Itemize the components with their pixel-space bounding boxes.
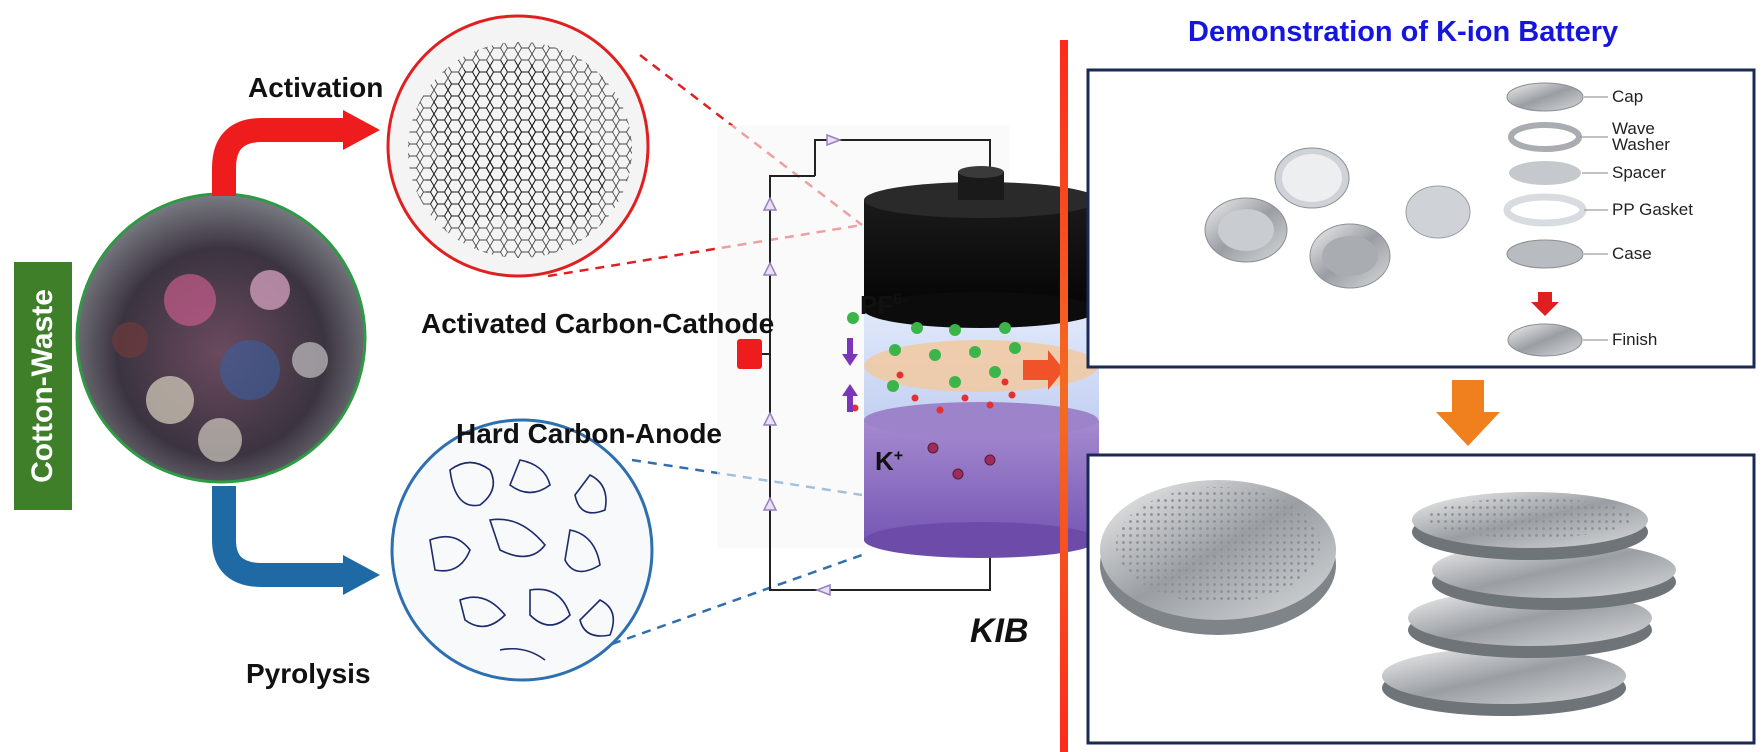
cotton-waste-badge: Cotton-Waste (14, 262, 72, 510)
cotton-waste-label: Cotton-Waste (26, 289, 59, 483)
k-ion-label: K+ (875, 446, 904, 476)
down-arrow (1436, 380, 1500, 446)
part-pp-gasket-label: PP Gasket (1612, 200, 1693, 219)
kib-label: KIB (970, 612, 1029, 650)
part-finish-label: Finish (1612, 330, 1658, 349)
demo-link-arrow (1023, 350, 1064, 390)
coin-cell-photo-panel (1086, 453, 1756, 745)
cathode-micrograph (386, 14, 650, 278)
activation-arrow (212, 110, 380, 196)
part-case-label: Case (1612, 244, 1652, 263)
activation-label: Activation (248, 72, 384, 103)
divider-line (1060, 40, 1068, 752)
part-cap-label: Cap (1612, 87, 1644, 106)
anode-label: Hard Carbon-Anode (456, 418, 722, 449)
anode-micrograph (390, 418, 654, 682)
cotton-waste-pile (75, 192, 367, 484)
demo-title: Demonstration of K-ion Battery (1188, 16, 1619, 48)
load-icon (737, 339, 762, 369)
cathode-leader-lines (547, 54, 863, 278)
coin-cell-parts-panel (1086, 68, 1756, 369)
part-spacer-label: Spacer (1612, 163, 1666, 182)
kib-battery (717, 125, 1099, 597)
pyrolysis-label: Pyrolysis (246, 658, 371, 689)
pf6-label: PF6- (860, 290, 908, 320)
cathode-label: Activated Carbon-Cathode (421, 308, 775, 339)
part-wave-washer-label: Wave Washer (1612, 119, 1670, 154)
pyrolysis-arrow (212, 486, 380, 595)
